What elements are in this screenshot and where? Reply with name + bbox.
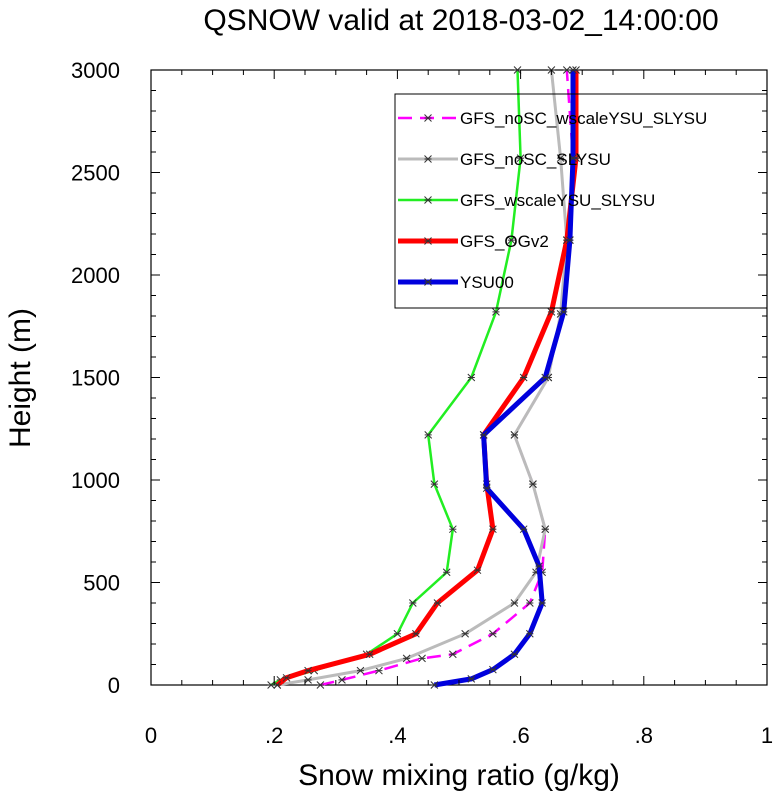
x-tick-label: .4 [388, 723, 406, 748]
data-point-marker [519, 525, 528, 534]
data-point-marker [510, 431, 519, 439]
y-tick-label: 2000 [71, 263, 120, 288]
axis-ticks: 0 .2 .4 .6 .8 1 0 500 1000 1500 2000 2500 3000 [71, 58, 773, 748]
x-tick-label: .2 [265, 723, 283, 748]
plot-area [150, 69, 768, 686]
data-point-marker [569, 66, 577, 74]
data-point-marker [547, 308, 556, 316]
data-point-marker [507, 236, 516, 245]
legend-item: GFS_wscaleYSU_SLYSU [398, 191, 655, 210]
data-point-marker [529, 480, 537, 488]
data-point-marker [510, 599, 519, 607]
data-point-marker [267, 681, 275, 689]
data-point-marker [482, 484, 491, 493]
legend-label: YSU00 [460, 273, 514, 292]
data-point-marker [304, 666, 312, 675]
data-point-marker [430, 480, 439, 488]
data-point-marker [569, 154, 577, 163]
data-point-marker [489, 665, 497, 674]
y-axis-title: Height (m) [4, 308, 37, 448]
y-tick-label: 3000 [71, 58, 120, 83]
legend-item: GFS_OGv2 [398, 232, 549, 251]
plot-frame [150, 69, 768, 686]
y-tick-label: 2500 [71, 161, 120, 186]
legend-label: GFS_noSC_SLYSU [460, 150, 611, 169]
data-point-marker [489, 525, 497, 534]
data-point-marker [538, 599, 547, 607]
data-point-marker [516, 154, 525, 163]
x-axis-title: Snow mixing ratio (g/kg) [298, 759, 620, 792]
y-tick-label: 0 [108, 673, 120, 698]
data-point-marker [304, 676, 312, 684]
y-tick-label: 1500 [71, 366, 120, 391]
series-group [267, 66, 580, 689]
data-point-marker [356, 666, 365, 675]
x-tick-label: 1 [761, 723, 773, 748]
data-point-marker [492, 308, 500, 316]
data-point-marker [467, 674, 476, 683]
y-tick-label: 500 [83, 571, 120, 596]
data-point-marker [535, 562, 543, 570]
y-tick-label: 1000 [71, 468, 120, 493]
data-point-marker [393, 629, 402, 638]
data-point-marker [282, 673, 291, 682]
data-point-marker [442, 568, 451, 577]
data-point-marker [556, 154, 565, 163]
legend: GFS_noSC_wscaleYSU_SLYSU GFS_noSC_SLYSU GF… [394, 93, 768, 309]
legend-label: GFS_wscaleYSU_SLYSU [460, 191, 655, 210]
legend-marker [424, 196, 432, 204]
series-4 [430, 66, 577, 689]
legend-marker [424, 114, 432, 122]
x-tick-label: .6 [511, 723, 529, 748]
legend-box [394, 93, 768, 309]
legend-item: YSU00 [398, 273, 514, 292]
data-point-marker [375, 666, 383, 675]
data-point-marker [541, 373, 550, 382]
legend-marker [424, 237, 432, 245]
data-point-marker [408, 599, 417, 607]
legend-label: GFS_OGv2 [460, 232, 549, 251]
legend-label: GFS_noSC_wscaleYSU_SLYSU [460, 109, 707, 128]
data-point-marker [525, 629, 534, 638]
data-point-marker [273, 681, 282, 689]
data-point-marker [566, 236, 574, 245]
data-point-marker [479, 431, 488, 439]
legend-marker [424, 278, 432, 286]
data-point-marker [519, 373, 528, 382]
data-point-marker [562, 66, 571, 74]
data-point-marker [461, 629, 470, 638]
data-point-marker [467, 373, 476, 382]
data-point-marker [510, 650, 519, 659]
legend-item: GFS_noSC_SLYSU [398, 150, 611, 169]
data-point-marker [412, 629, 420, 638]
data-point-marker [430, 681, 439, 689]
legend-marker [424, 155, 432, 163]
data-point-marker [513, 66, 522, 74]
chart-title: QSNOW valid at 2018-03-02_14:00:00 [203, 4, 718, 37]
data-point-marker [418, 654, 426, 663]
data-point-marker [541, 525, 550, 534]
data-point-marker [525, 599, 534, 607]
x-tick-label: 0 [145, 723, 157, 748]
data-point-marker [473, 566, 482, 575]
data-point-marker [448, 650, 457, 659]
data-point-marker [433, 599, 442, 607]
data-point-marker [402, 654, 411, 663]
data-point-marker [489, 629, 497, 638]
x-tick-label: .8 [635, 723, 653, 748]
data-point-marker [365, 650, 374, 659]
data-point-marker [559, 308, 568, 316]
data-point-marker [424, 431, 433, 439]
data-point-marker [448, 525, 457, 534]
legend-item: GFS_noSC_wscaleYSU_SLYSU [398, 109, 707, 128]
data-point-marker [316, 681, 325, 689]
data-point-marker [338, 676, 346, 684]
